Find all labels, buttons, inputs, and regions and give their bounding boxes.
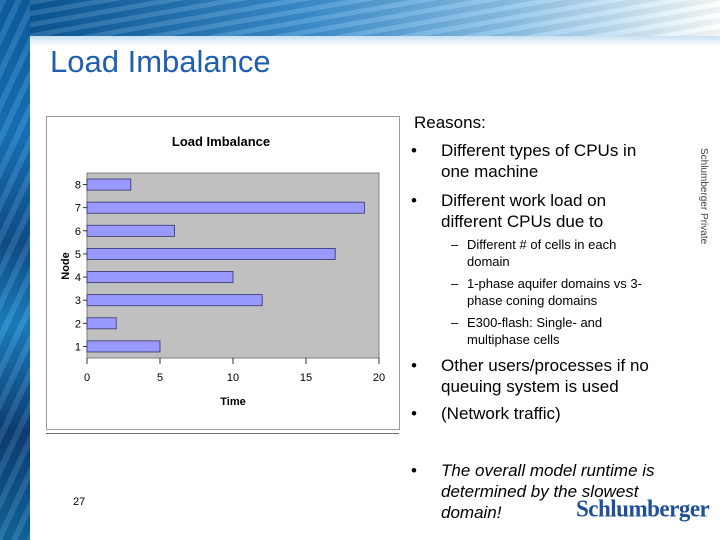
- chart-title: Load Imbalance: [172, 134, 270, 149]
- bullet-marker: •: [411, 141, 417, 160]
- bullet-line: Different work load on: [441, 191, 607, 210]
- sub-bullet-marker: –: [451, 276, 459, 291]
- bullet-overall-runtime: • The overall model runtime is determine…: [411, 460, 655, 523]
- y-tick-label: 8: [75, 180, 81, 192]
- bar-node-8: [86, 178, 132, 191]
- bullet-marker: •: [411, 191, 417, 210]
- x-tick-label: 20: [373, 372, 385, 384]
- reasons-heading: Reasons:: [414, 113, 486, 132]
- side-label: Schlumberger Private: [697, 148, 713, 308]
- bar-node-5: [86, 247, 336, 260]
- bullet-line: queuing system is used: [441, 377, 619, 396]
- bar-node-1: [86, 340, 161, 353]
- bullet-marker: •: [411, 356, 417, 375]
- x-tick-label: 0: [84, 372, 90, 384]
- sub-bullet-line: E300-flash: Single- and: [467, 315, 603, 330]
- y-tick-label: 4: [75, 272, 81, 284]
- load-imbalance-chart: Load Imbalance 1 2 3 4 5 6 7 8 0 5 10 15 20 Time No…: [60, 134, 385, 408]
- bullet-line: different CPUs due to: [441, 212, 604, 231]
- bullet-line: determined by the slowest: [441, 482, 639, 501]
- decorative-left-strip: [0, 0, 30, 540]
- bar-node-7: [86, 201, 365, 214]
- bullet-other-users: • Other users/processes if no queuing sy…: [411, 355, 649, 397]
- schlumberger-logo: Schlumberger: [576, 495, 710, 522]
- chart-plot-area: [86, 172, 380, 359]
- page-number: 27: [73, 496, 86, 508]
- y-tick-label: 3: [75, 295, 81, 307]
- bar-node-6: [86, 224, 175, 237]
- x-tick-label: 10: [227, 372, 239, 384]
- x-tick-label: 5: [157, 372, 163, 384]
- sub-bullet-line: multiphase cells: [467, 332, 560, 347]
- sub-bullet-line: domain: [467, 254, 510, 269]
- sub-bullet-marker: –: [451, 315, 459, 330]
- bullet-line: Other users/processes if no: [441, 356, 649, 375]
- sub-bullet-marker: –: [451, 237, 459, 252]
- bullet-network-traffic: • (Network traffic): [411, 403, 561, 424]
- bullet-line: Different types of CPUs in: [441, 141, 637, 160]
- y-tick-label: 7: [75, 203, 81, 215]
- x-tick-label: 15: [300, 372, 312, 384]
- bar-node-3: [86, 294, 263, 307]
- y-tick-label: 2: [75, 318, 81, 330]
- bullet-line: domain!: [441, 503, 502, 522]
- sub-bullet-line: 1-phase aquifer domains vs 3-: [467, 276, 642, 291]
- bar-node-4: [86, 271, 234, 284]
- chart-y-ticks: 1 2 3 4 5 6 7 8: [75, 180, 87, 353]
- chart-x-axis-title: Time: [220, 396, 245, 408]
- y-tick-label: 6: [75, 226, 81, 238]
- bullet-line: (Network traffic): [441, 404, 561, 423]
- bullet-marker: •: [411, 404, 417, 423]
- y-tick-label: 5: [75, 249, 81, 261]
- banner-fade: [30, 36, 720, 46]
- sub-bullet-cells: – Different # of cells in each domain: [451, 236, 617, 270]
- bar-node-2: [86, 317, 117, 330]
- chart-bottom-rule: [46, 433, 399, 434]
- bullet-line: one machine: [441, 162, 539, 181]
- bullet-cpu-types: • Different types of CPUs in one machine: [411, 140, 637, 182]
- side-label-text: Schlumberger Private: [698, 148, 709, 245]
- slide-title: Load Imbalance: [50, 44, 271, 79]
- bullet-marker: •: [411, 461, 417, 480]
- sub-bullet-line: Different # of cells in each: [467, 237, 617, 252]
- chart-y-axis-title: Node: [60, 252, 72, 280]
- chart-x-ticks: 0 5 10 15 20: [84, 358, 385, 384]
- sub-bullet-e300-flash: – E300-flash: Single- and multiphase cel…: [451, 314, 603, 348]
- y-tick-label: 1: [75, 341, 81, 353]
- decorative-top-banner: [30, 0, 720, 36]
- sub-bullet-aquifer: – 1-phase aquifer domains vs 3- phase co…: [451, 275, 642, 309]
- sub-bullet-line: phase coning domains: [467, 293, 598, 308]
- bullet-work-load: • Different work load on different CPUs …: [411, 190, 607, 232]
- bullet-line: The overall model runtime is: [441, 461, 655, 480]
